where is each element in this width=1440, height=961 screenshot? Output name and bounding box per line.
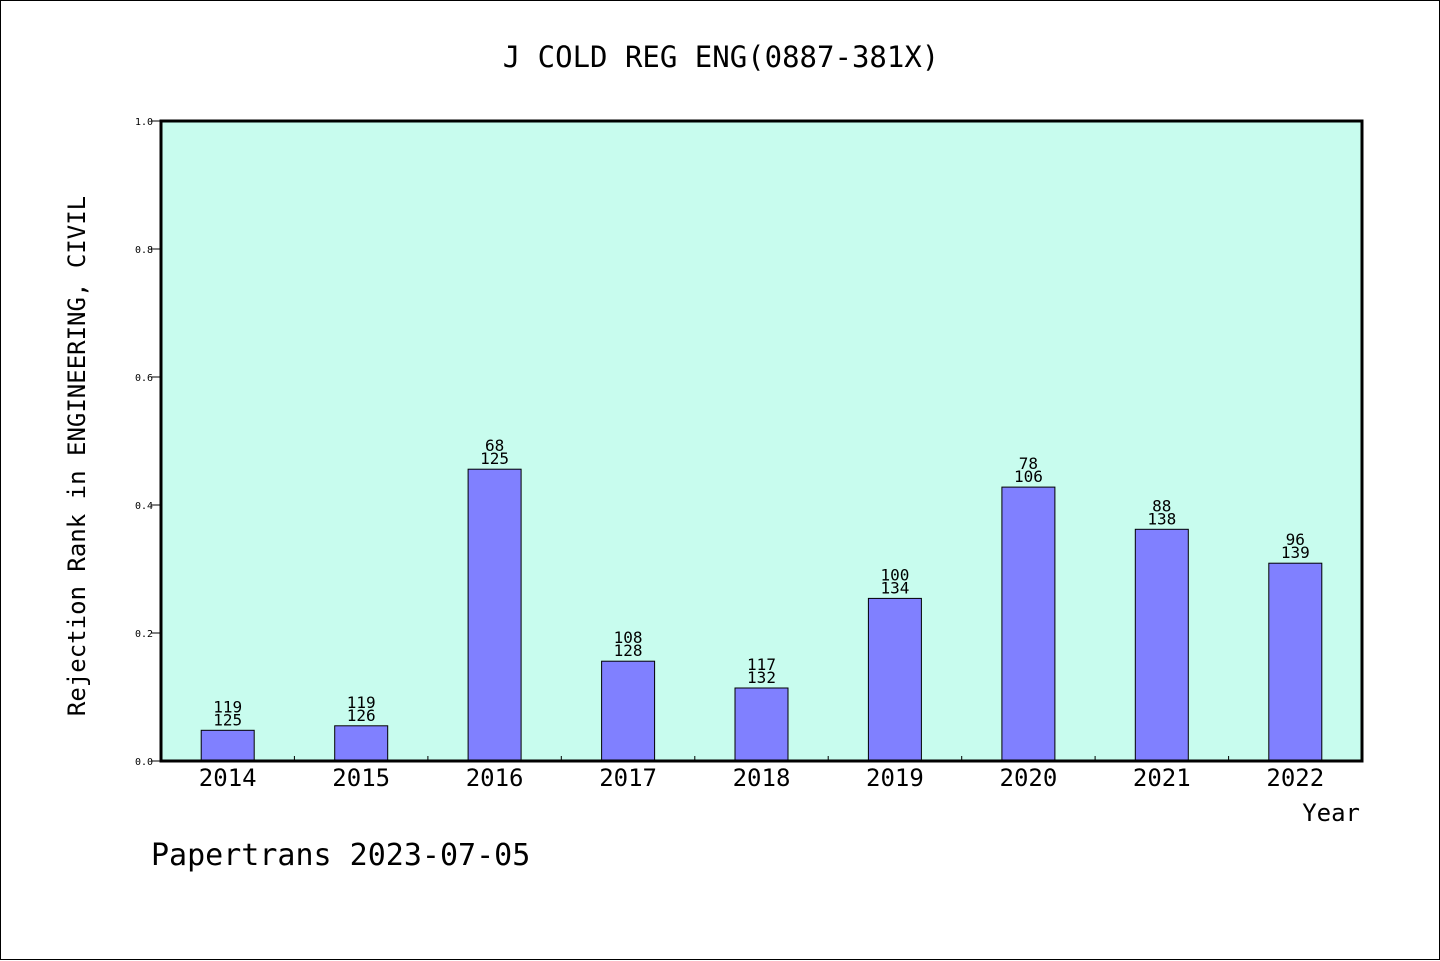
x-tick-label-2014: 2014 <box>199 764 257 792</box>
bar-2020 <box>1001 486 1056 762</box>
bar-label-2021-1: 88 <box>1152 496 1171 515</box>
x-axis-ticks: 2014 2015 2016 2017 2018 2019 2020 2021 2022 <box>199 756 1324 792</box>
chart-title: J COLD REG ENG(0887-381X) <box>503 40 940 74</box>
bar-label-2022-2: 139 <box>1281 543 1310 562</box>
y-axis-ticks: 0.0 0.2 0.4 0.6 0.8 1.0 <box>135 117 161 768</box>
bar-2021 <box>1134 528 1189 762</box>
plot-border <box>159 119 1364 763</box>
bar-label-2014-2: 125 <box>213 710 242 729</box>
bar-label-2017-1: 108 <box>614 628 643 647</box>
bar-2015 <box>334 725 389 762</box>
bar-2018 <box>734 687 789 762</box>
x-tick-label-2017: 2017 <box>599 764 657 792</box>
footer-credit: Papertrans 2023-07-05 <box>151 838 530 873</box>
bar-2022 <box>1268 562 1323 762</box>
bar-labels-group: 1191251191266812510812811713210013478106… <box>213 436 1310 729</box>
bar-label-2017-2: 128 <box>614 641 643 660</box>
bar-label-2015-1: 119 <box>347 693 376 712</box>
x-tick-label-2021: 2021 <box>1133 764 1191 792</box>
x-tick-label-2018: 2018 <box>733 764 791 792</box>
bar-label-2019-1: 100 <box>880 565 909 584</box>
bar-label-2021-2: 138 <box>1147 509 1176 528</box>
bar-label-2014-1: 119 <box>213 697 242 716</box>
y-tick-label-0.6: 0.6 <box>135 373 153 384</box>
x-tick-label-2022: 2022 <box>1266 764 1324 792</box>
x-tick-label-2015: 2015 <box>332 764 390 792</box>
y-tick-label-0.0: 0.0 <box>135 757 153 768</box>
x-tick-label-2016: 2016 <box>466 764 524 792</box>
bar-label-2018-1: 117 <box>747 655 776 674</box>
y-tick-label-0.2: 0.2 <box>135 629 153 640</box>
bar-label-2018-2: 132 <box>747 668 776 687</box>
bar-2019 <box>867 597 922 762</box>
bar-label-2015-2: 126 <box>347 706 376 725</box>
bar-2017 <box>601 660 656 762</box>
bar-label-2020-1: 78 <box>1019 454 1038 473</box>
y-tick-label-1.0: 1.0 <box>135 117 153 128</box>
x-tick-label-2019: 2019 <box>866 764 924 792</box>
y-tick-label-0.4: 0.4 <box>135 501 153 512</box>
bar-label-2022-1: 96 <box>1286 530 1305 549</box>
bar-label-2016-2: 125 <box>480 449 509 468</box>
bar-2014 <box>200 729 255 762</box>
x-axis-label: Year <box>1302 799 1360 827</box>
x-tick-label-2020: 2020 <box>1000 764 1058 792</box>
bar-label-2016-1: 68 <box>485 436 504 455</box>
y-axis-label: Rejection Rank in ENGINEERING, CIVIL <box>63 196 91 716</box>
bar-2016 <box>467 468 522 762</box>
bar-label-2019-2: 134 <box>880 578 909 597</box>
bars-group <box>200 468 1323 762</box>
bar-label-2020-2: 106 <box>1014 467 1043 486</box>
y-tick-label-0.8: 0.8 <box>135 245 153 256</box>
